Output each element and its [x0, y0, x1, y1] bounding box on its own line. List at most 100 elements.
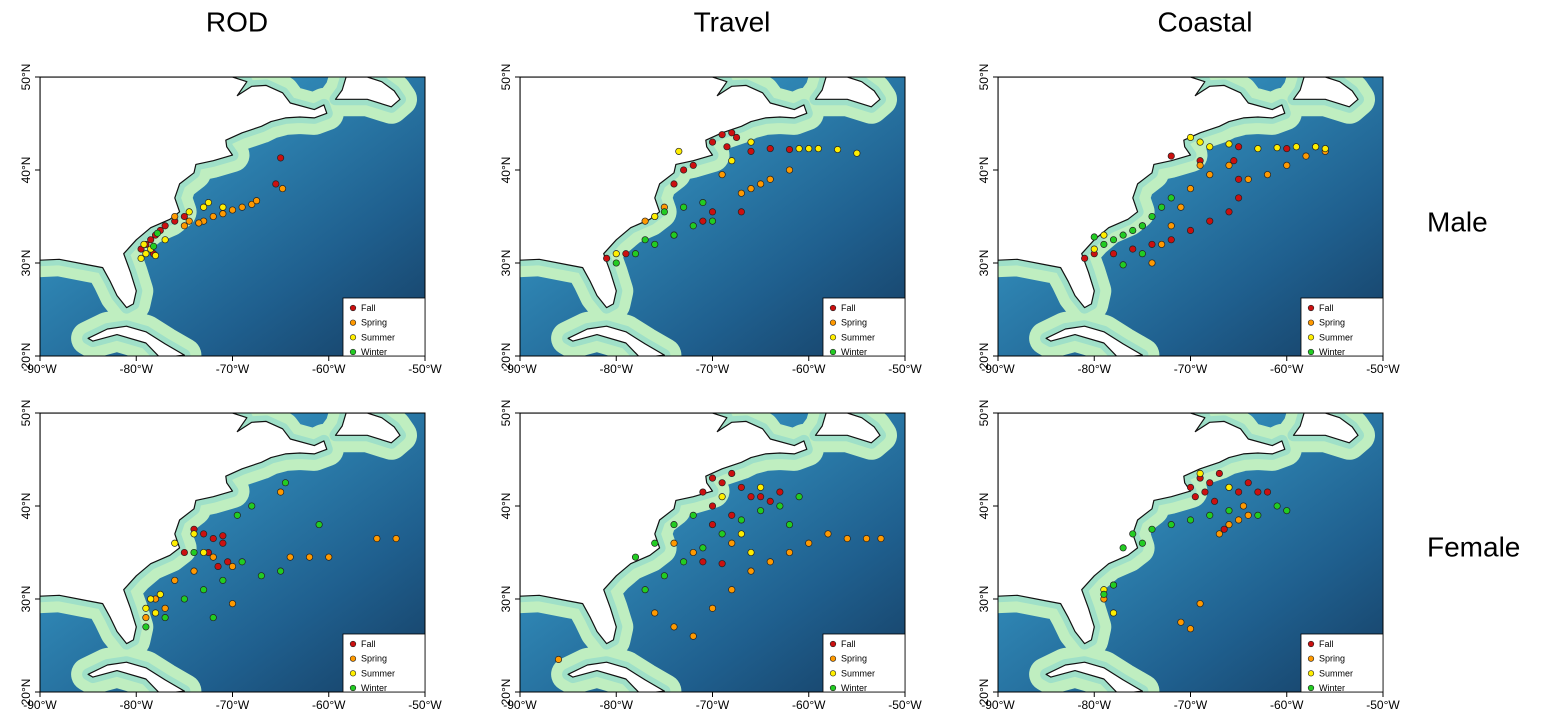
legend-label: Summer	[1319, 668, 1353, 678]
data-point	[141, 241, 147, 247]
data-point	[234, 512, 240, 518]
data-point	[1110, 610, 1116, 616]
data-point	[719, 531, 725, 537]
data-point	[1120, 545, 1126, 551]
data-point	[1226, 507, 1232, 513]
data-point	[1197, 162, 1203, 168]
data-point	[200, 549, 206, 555]
x-tick-label: -80°W	[600, 698, 634, 712]
y-tick-label: 50°N	[19, 64, 33, 91]
column-title: ROD	[206, 6, 268, 37]
data-point	[210, 554, 216, 560]
x-tick-label: -80°W	[120, 362, 154, 376]
data-point	[1187, 626, 1193, 632]
data-point	[1168, 237, 1174, 243]
data-point	[181, 549, 187, 555]
data-point	[1226, 521, 1232, 527]
data-point	[844, 535, 850, 541]
data-point	[690, 223, 696, 229]
data-point	[878, 535, 884, 541]
data-point	[205, 199, 211, 205]
y-tick-label: 30°N	[19, 250, 33, 277]
legend-label: Spring	[841, 654, 867, 664]
map-panel: -90°W-80°W-70°W-60°W-50°W20°N30°N40°N50°…	[977, 64, 1400, 376]
x-tick-label: -70°W	[216, 362, 250, 376]
data-point	[757, 484, 763, 490]
y-tick-label: 30°N	[499, 586, 513, 613]
data-point	[200, 587, 206, 593]
legend-label: Fall	[841, 303, 856, 313]
data-point	[1235, 517, 1241, 523]
data-point	[1255, 512, 1261, 518]
legend-swatch	[350, 349, 356, 355]
data-point	[1245, 176, 1251, 182]
data-point	[162, 223, 168, 229]
data-point	[632, 554, 638, 560]
data-point	[1192, 494, 1198, 500]
legend-swatch	[1308, 305, 1314, 311]
legend-swatch	[830, 349, 836, 355]
x-tick-label: -60°W	[792, 362, 826, 376]
data-point	[215, 563, 221, 569]
data-point	[1130, 531, 1136, 537]
data-point	[1274, 503, 1280, 509]
data-point	[613, 251, 619, 257]
data-point	[1284, 507, 1290, 513]
y-tick-label: 50°N	[977, 64, 991, 91]
legend-label: Winter	[841, 347, 867, 357]
data-point	[181, 223, 187, 229]
data-point	[1110, 251, 1116, 257]
data-point	[671, 540, 677, 546]
legend-swatch	[1308, 335, 1314, 341]
x-tick-label: -50°W	[408, 698, 442, 712]
data-point	[1187, 185, 1193, 191]
y-tick-label: 50°N	[19, 400, 33, 427]
data-point	[729, 540, 735, 546]
legend-label: Summer	[1319, 332, 1353, 342]
legend-swatch	[830, 320, 836, 326]
x-tick-label: -50°W	[408, 362, 442, 376]
data-point	[253, 197, 259, 203]
y-tick-label: 50°N	[499, 400, 513, 427]
y-tick-label: 20°N	[977, 343, 991, 370]
legend-swatch	[830, 671, 836, 677]
data-point	[709, 475, 715, 481]
data-point	[229, 600, 235, 606]
y-tick-label: 30°N	[977, 250, 991, 277]
legend-swatch	[350, 305, 356, 311]
data-point	[172, 577, 178, 583]
map-panel: -90°W-80°W-70°W-60°W-50°W20°N30°N40°N50°…	[19, 64, 442, 376]
data-point	[1226, 209, 1232, 215]
y-tick-label: 20°N	[499, 343, 513, 370]
data-point	[748, 148, 754, 154]
row-label: Female	[1427, 531, 1520, 562]
data-point	[229, 207, 235, 213]
data-point	[738, 484, 744, 490]
column-title: Travel	[694, 6, 771, 37]
data-point	[738, 209, 744, 215]
legend-label: Winter	[361, 683, 387, 693]
data-point	[1312, 144, 1318, 150]
data-point	[729, 587, 735, 593]
legend-swatch	[350, 685, 356, 691]
data-point	[671, 181, 677, 187]
data-point	[157, 591, 163, 597]
legend-label: Summer	[841, 668, 875, 678]
column-title: Coastal	[1158, 6, 1253, 37]
data-point	[1235, 195, 1241, 201]
x-tick-label: -70°W	[216, 698, 250, 712]
data-point	[1226, 162, 1232, 168]
x-tick-label: -80°W	[120, 698, 154, 712]
data-point	[326, 554, 332, 560]
data-point	[642, 587, 648, 593]
x-tick-label: -60°W	[312, 698, 346, 712]
data-point	[652, 610, 658, 616]
y-tick-label: 40°N	[499, 493, 513, 520]
x-tick-label: -50°W	[1366, 698, 1400, 712]
data-point	[210, 213, 216, 219]
data-point	[1178, 204, 1184, 210]
data-point	[220, 577, 226, 583]
data-point	[1235, 176, 1241, 182]
data-point	[767, 145, 773, 151]
data-point	[1274, 144, 1280, 150]
